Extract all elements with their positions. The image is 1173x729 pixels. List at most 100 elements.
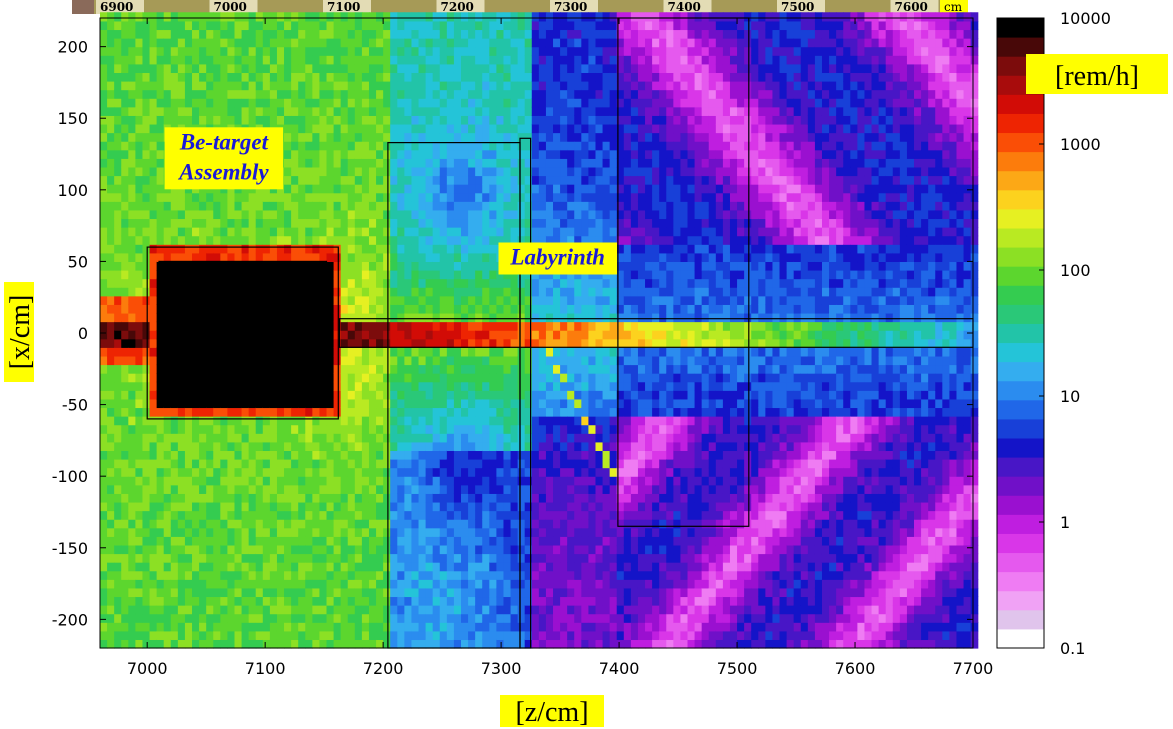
heatmap-cell — [432, 115, 441, 125]
heatmap-cell — [376, 493, 384, 503]
heatmap-cell — [453, 450, 462, 460]
heatmap-cell — [326, 244, 335, 254]
heatmap-cell — [269, 106, 278, 116]
heatmap-cell — [184, 501, 193, 512]
heatmap-cell — [276, 527, 285, 537]
heatmap-cell — [538, 544, 547, 555]
heatmap-cell — [291, 416, 299, 426]
heatmap-cell — [234, 562, 243, 572]
heatmap-cell — [248, 192, 257, 202]
heatmap-cell — [489, 605, 497, 615]
heatmap-cell — [461, 519, 469, 529]
heatmap-cell — [291, 398, 299, 409]
heatmap-cell — [510, 55, 519, 65]
heatmap-cell — [390, 29, 398, 39]
heatmap-cell — [184, 72, 193, 82]
heatmap-cell — [305, 562, 313, 572]
heatmap-cell — [376, 321, 384, 331]
heatmap-cell — [545, 235, 554, 245]
heatmap-cell — [319, 261, 328, 271]
heatmap-cell — [199, 441, 207, 452]
heatmap-cell — [340, 235, 349, 245]
heatmap-cell — [446, 579, 455, 589]
heatmap-cell — [545, 562, 554, 572]
heatmap-cell — [170, 278, 179, 288]
heatmap-cell — [269, 89, 278, 99]
heatmap-cell — [269, 192, 278, 202]
heatmap-cell — [142, 287, 151, 297]
heatmap-cell — [298, 12, 306, 22]
heatmap-cell — [531, 613, 540, 623]
heatmap-cell — [354, 132, 363, 142]
heatmap-cell — [255, 416, 264, 426]
heatmap-cell — [262, 527, 271, 537]
heatmap-cell — [326, 407, 335, 417]
heatmap-cell — [574, 630, 582, 641]
heatmap-cell — [262, 476, 271, 486]
heatmap-cell — [510, 347, 519, 357]
heatmap-cell — [227, 115, 236, 125]
heatmap-cell — [255, 596, 264, 606]
heatmap-cell — [156, 622, 165, 632]
heatmap-cell — [475, 287, 483, 297]
heatmap-cell — [192, 459, 200, 469]
heatmap-cell — [411, 218, 420, 228]
heatmap-cell — [234, 235, 243, 245]
heatmap-cell — [170, 562, 179, 572]
heatmap-cell — [567, 89, 575, 99]
heatmap-cell — [411, 450, 420, 460]
heatmap-cell — [241, 536, 250, 546]
heatmap-cell — [340, 476, 349, 486]
heatmap-cell — [347, 106, 356, 116]
heatmap-cell — [227, 476, 236, 486]
heatmap-cell — [199, 390, 207, 400]
heatmap-cell — [199, 29, 207, 39]
heatmap-cell — [461, 123, 469, 134]
heatmap-cell — [135, 72, 144, 82]
heatmap-cell — [432, 450, 441, 460]
heatmap-cell — [248, 450, 257, 460]
heatmap-cell — [177, 398, 186, 409]
heatmap-cell — [149, 441, 158, 452]
heatmap-cell — [517, 467, 526, 477]
heatmap-cell — [107, 278, 115, 288]
heatmap-cell — [475, 493, 483, 503]
heatmap-cell — [121, 312, 129, 323]
heatmap-cell — [206, 38, 214, 48]
heatmap-cell — [234, 201, 243, 211]
heatmap-cell — [390, 527, 398, 537]
heatmap-cell — [255, 20, 264, 31]
heatmap-cell — [128, 630, 136, 641]
heatmap-cell — [453, 398, 462, 409]
heatmap-cell — [305, 476, 313, 486]
heatmap-cell — [206, 544, 214, 555]
heatmap-cell — [368, 613, 377, 623]
heatmap-cell — [262, 433, 271, 443]
heatmap-cell — [298, 587, 306, 598]
heatmap-cell — [538, 553, 547, 563]
heatmap-cell — [390, 338, 398, 348]
heatmap-cell — [354, 373, 363, 383]
heatmap-cell — [510, 536, 519, 546]
heatmap-cell — [206, 527, 214, 537]
heatmap-cell — [220, 12, 229, 22]
heatmap-cell — [234, 20, 243, 31]
heatmap-cell — [432, 46, 441, 56]
heatmap-cell — [368, 312, 377, 323]
heatmap-cell — [411, 390, 420, 400]
heatmap-cell — [163, 553, 172, 563]
heatmap-cell — [177, 630, 186, 641]
heatmap-cell — [475, 407, 483, 417]
heatmap-cell — [368, 166, 377, 177]
heatmap-cell — [411, 166, 420, 177]
heatmap-cell — [163, 424, 172, 434]
heatmap-cell — [553, 132, 561, 142]
heatmap-cell — [468, 553, 476, 563]
heatmap-cell — [404, 553, 413, 563]
heatmap-cell — [446, 553, 455, 563]
heatmap-cell — [170, 484, 179, 494]
heatmap-cell — [213, 347, 221, 357]
heatmap-cell — [489, 433, 497, 443]
heatmap-cell — [482, 450, 490, 460]
heatmap-cell — [135, 89, 144, 99]
